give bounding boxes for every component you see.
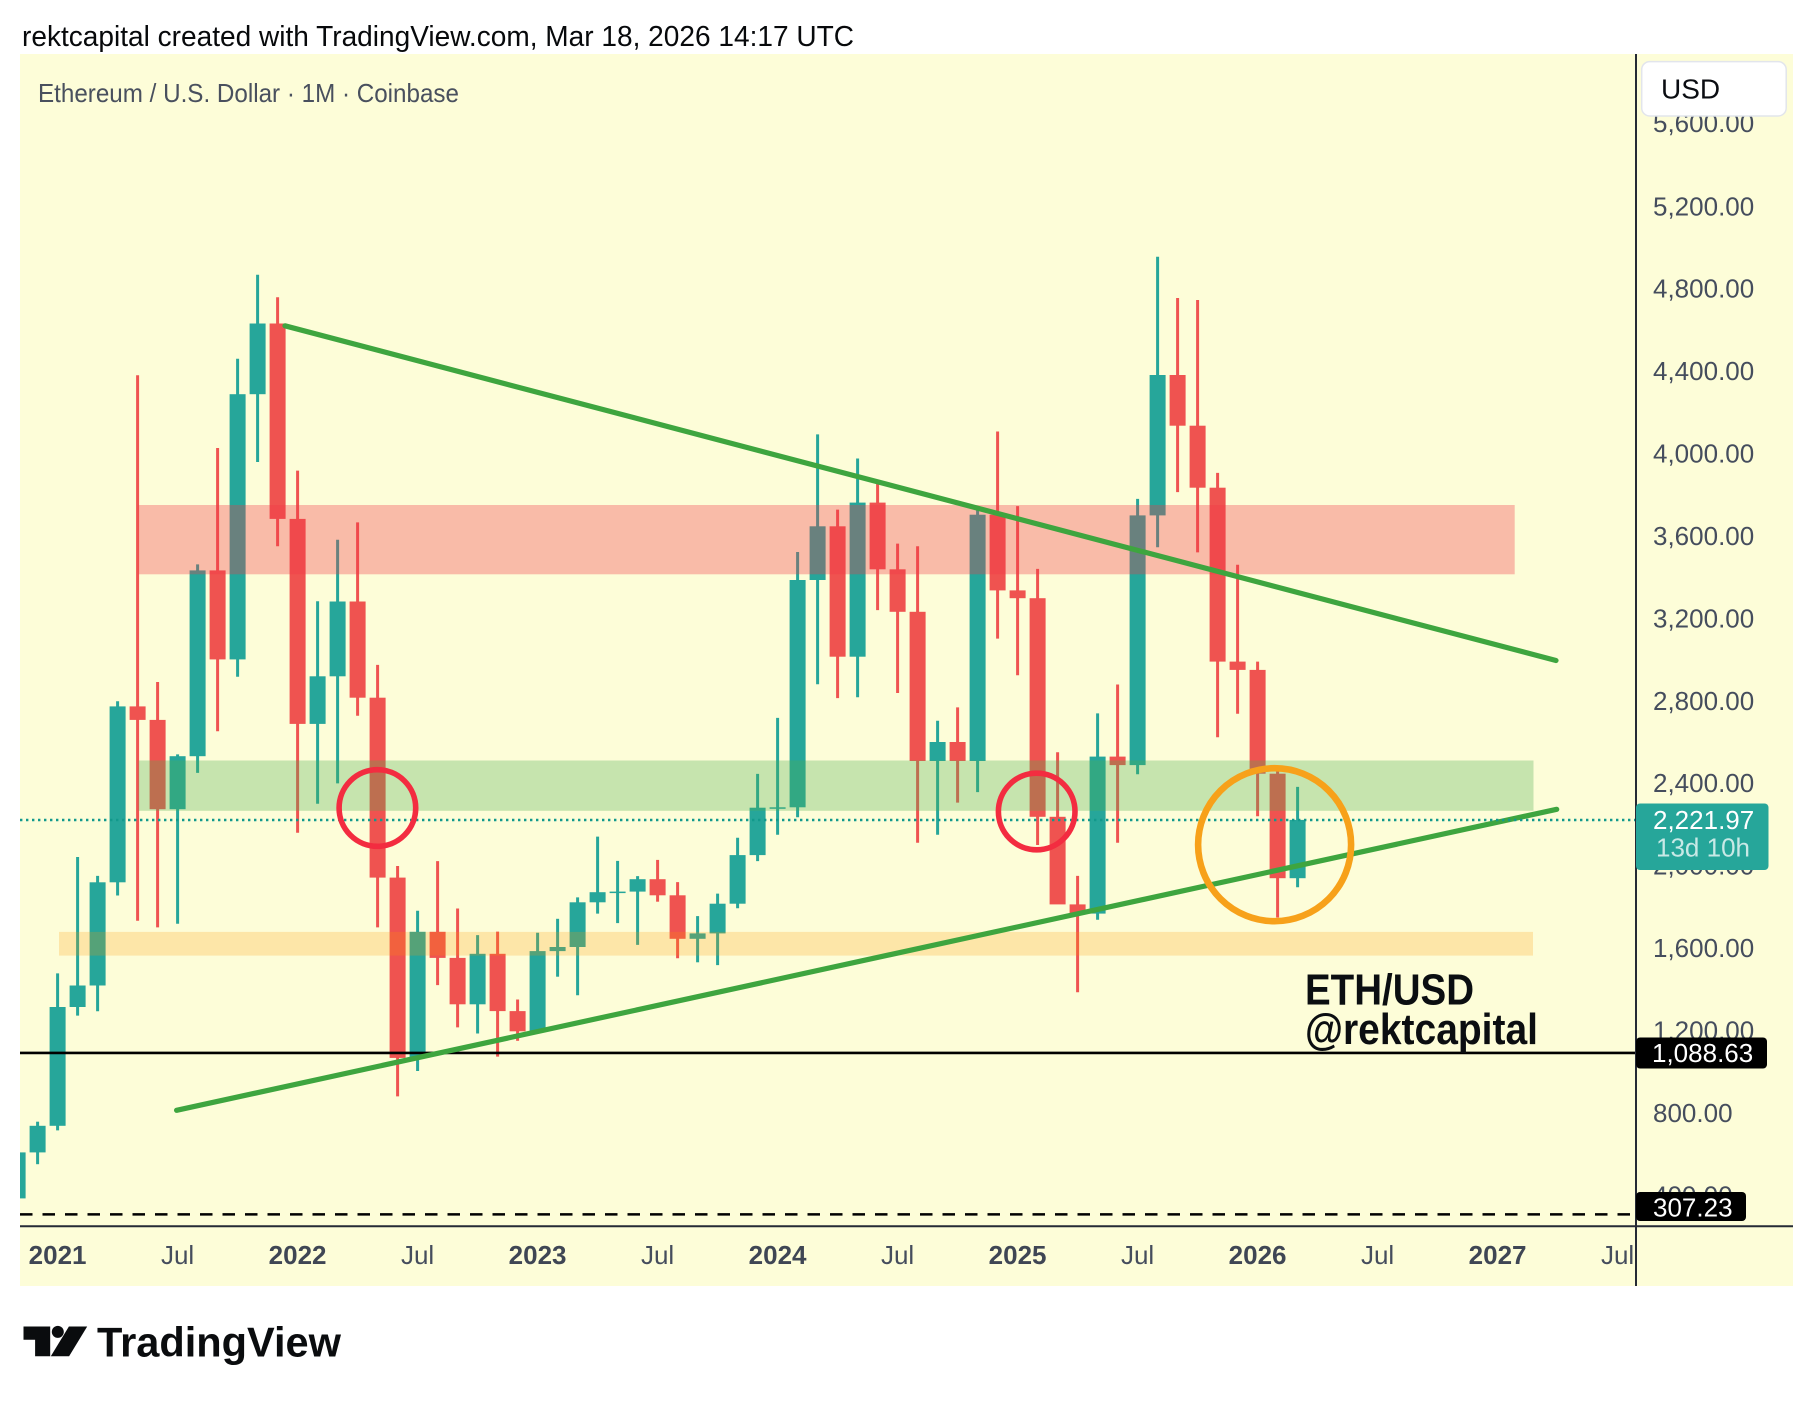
svg-text:5,200.00: 5,200.00 xyxy=(1653,191,1754,221)
svg-text:Jul: Jul xyxy=(1121,1240,1154,1270)
svg-text:13d 10h: 13d 10h xyxy=(1656,833,1750,863)
svg-text:Jul: Jul xyxy=(641,1240,674,1270)
svg-text:TradingView: TradingView xyxy=(97,1318,341,1365)
svg-text:2,800.00: 2,800.00 xyxy=(1653,686,1754,716)
svg-text:@rektcapital: @rektcapital xyxy=(1305,1005,1538,1054)
svg-text:Jul: Jul xyxy=(161,1240,194,1270)
svg-text:2024: 2024 xyxy=(749,1240,807,1270)
svg-text:800.00: 800.00 xyxy=(1653,1098,1733,1128)
svg-text:3,600.00: 3,600.00 xyxy=(1653,521,1754,551)
svg-text:2022: 2022 xyxy=(269,1240,327,1270)
svg-text:ETH/USD: ETH/USD xyxy=(1305,966,1474,1015)
svg-text:2027: 2027 xyxy=(1469,1240,1527,1270)
svg-text:2,221.97: 2,221.97 xyxy=(1653,805,1754,835)
svg-text:4,800.00: 4,800.00 xyxy=(1653,274,1754,304)
svg-text:Jul: Jul xyxy=(401,1240,434,1270)
svg-text:rektcapital created with Tradi: rektcapital created with TradingView.com… xyxy=(22,21,854,53)
svg-text:1,088.63: 1,088.63 xyxy=(1652,1038,1753,1068)
svg-text:Jul: Jul xyxy=(881,1240,914,1270)
svg-text:307.23: 307.23 xyxy=(1653,1193,1733,1223)
svg-text:Jul: Jul xyxy=(1361,1240,1394,1270)
svg-text:USD: USD xyxy=(1661,74,1720,105)
svg-text:4,000.00: 4,000.00 xyxy=(1653,439,1754,469)
svg-text:2,400.00: 2,400.00 xyxy=(1653,768,1754,798)
svg-text:3,200.00: 3,200.00 xyxy=(1653,603,1754,633)
svg-text:1,600.00: 1,600.00 xyxy=(1653,933,1754,963)
svg-text:4,400.00: 4,400.00 xyxy=(1653,356,1754,386)
svg-text:2025: 2025 xyxy=(989,1240,1047,1270)
svg-text:2026: 2026 xyxy=(1229,1240,1287,1270)
svg-text:Jul: Jul xyxy=(1601,1240,1634,1270)
svg-text:2023: 2023 xyxy=(509,1240,567,1270)
svg-text:Ethereum / U.S. Dollar · 1M ·: Ethereum / U.S. Dollar · 1M · Coinbase xyxy=(38,78,459,108)
svg-text:2021: 2021 xyxy=(29,1240,87,1270)
